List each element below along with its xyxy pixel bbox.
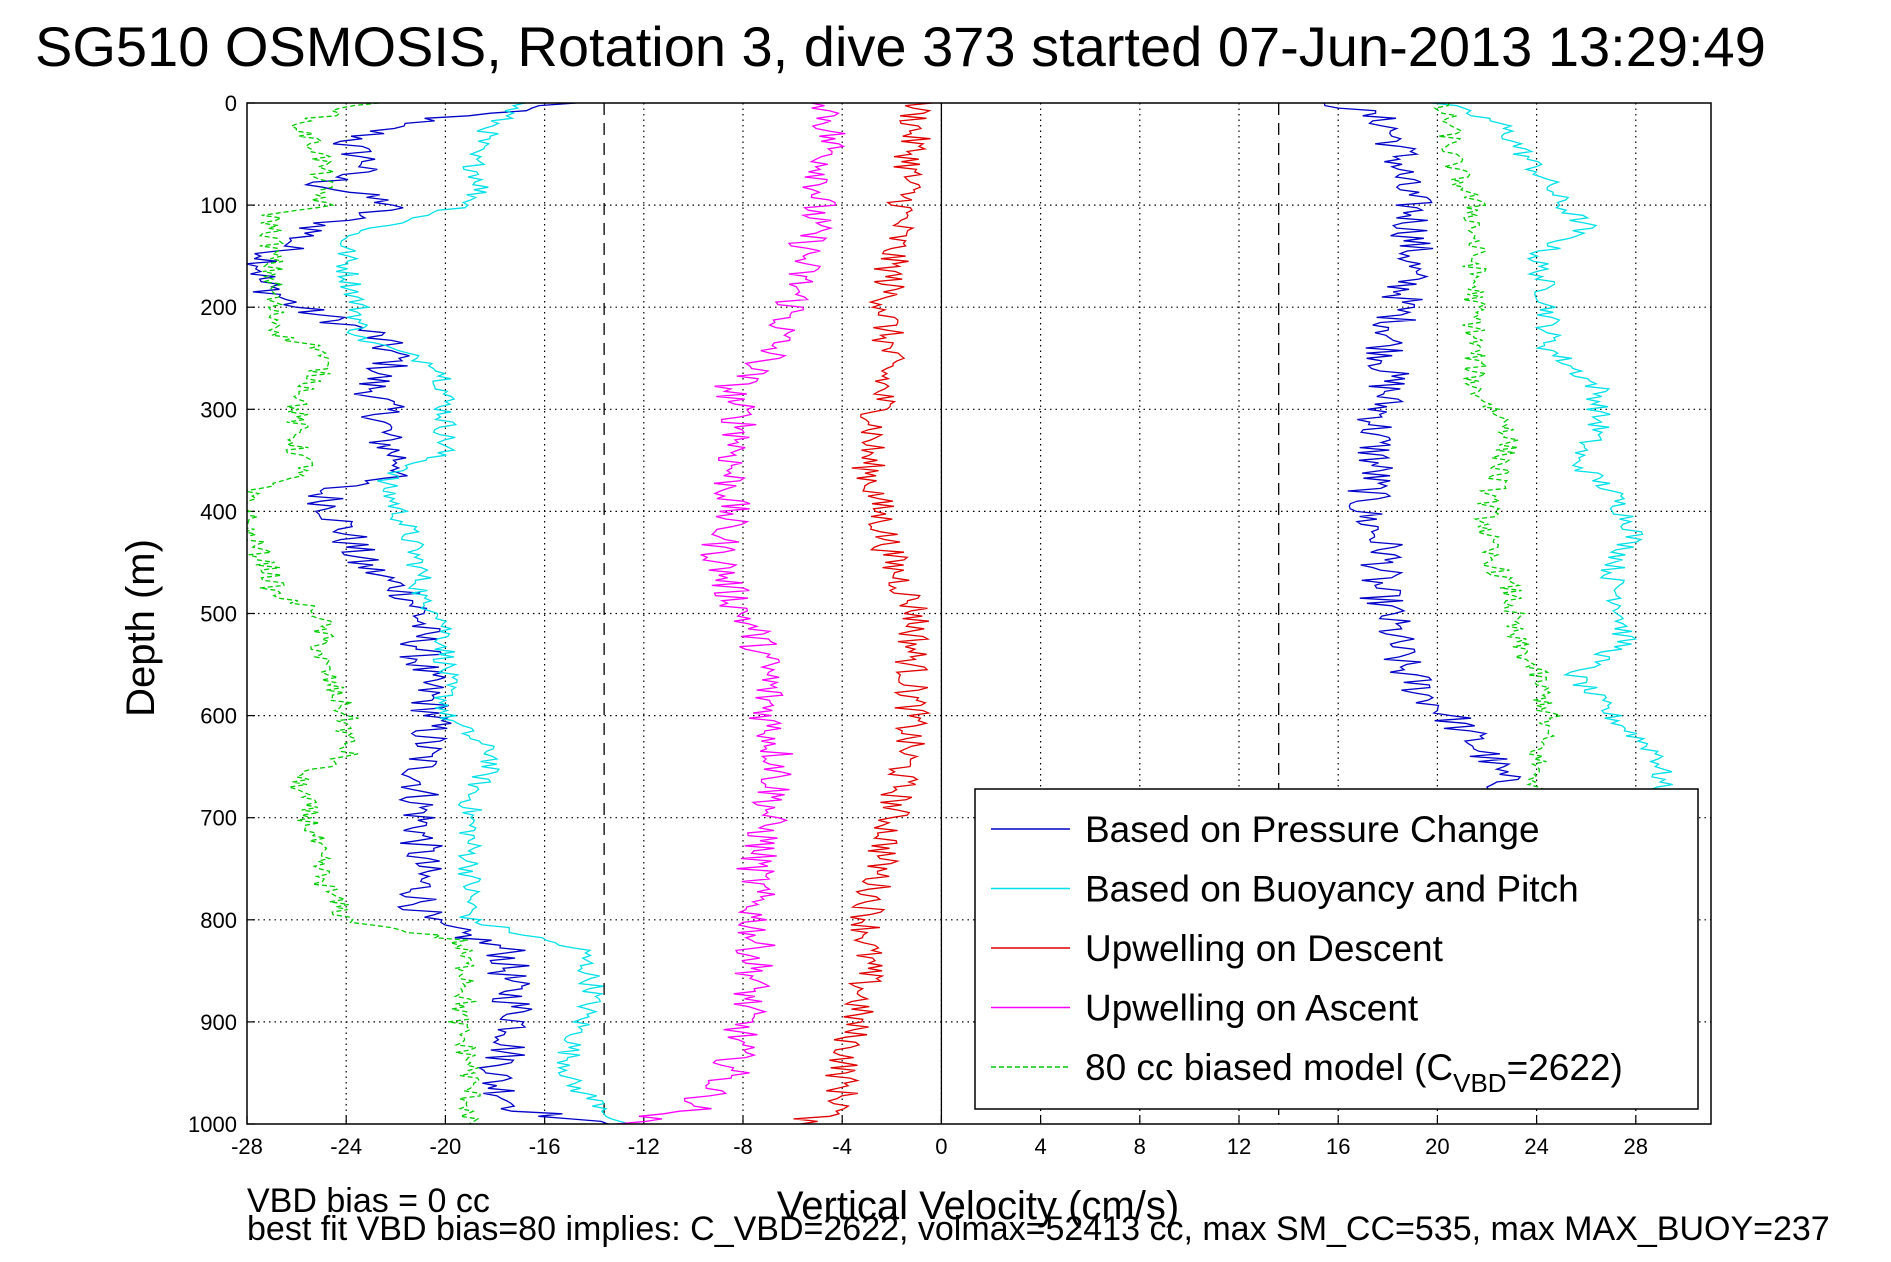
x-tick-label: 24 [1524, 1134, 1548, 1159]
x-tick-labels: -28 -24 -20 -16 -12 -8 -4 0 4 8 12 16 20 24 28 [231, 1134, 1648, 1159]
series-line-based-on-buoyancy-and-pitch-ascent [1432, 103, 1673, 798]
x-tick-label: 0 [935, 1134, 947, 1159]
y-tick-label: 200 [200, 295, 237, 320]
y-tick-label: 400 [200, 499, 237, 524]
x-tick-label: -20 [430, 1134, 462, 1159]
y-tick-label: 0 [225, 91, 237, 116]
legend-label: Upwelling on Descent [1085, 928, 1444, 969]
legend-box [974, 788, 1699, 1110]
legend-label: Upwelling on Ascent [1085, 988, 1419, 1029]
series-line-80-cc-biased-model-c-ascent [1433, 103, 1564, 798]
footer-vbd-bias: VBD bias = 0 cc [247, 1182, 490, 1220]
x-tick-label: -4 [832, 1134, 852, 1159]
y-tick-label: 600 [200, 704, 237, 729]
series-lines [247, 103, 1673, 1124]
legend: Based on Pressure Change Based on Buoyanc… [974, 788, 1699, 1110]
legend-label: Based on Buoyancy and Pitch [1085, 869, 1579, 910]
x-tick-label: 16 [1326, 1134, 1350, 1159]
footer-best-fit: best fit VBD bias=80 implies: C_VBD=2622… [247, 1210, 1830, 1248]
chart-title: SG510 OSMOSIS, Rotation 3, dive 373 star… [35, 15, 1766, 78]
legend-label: Based on Pressure Change [1085, 809, 1540, 850]
x-tick-label: 28 [1624, 1134, 1648, 1159]
series-line-based-on-pressure-change-descent [247, 103, 609, 1124]
y-axis-label: Depth (m) [119, 539, 163, 717]
series-line-upwelling-on-descent-descent [793, 103, 933, 1124]
y-tick-label: 900 [200, 1010, 237, 1035]
series-line-based-on-pressure-change-ascent [1323, 103, 1524, 798]
x-tick-label: -12 [628, 1134, 660, 1159]
x-tick-label: -16 [529, 1134, 561, 1159]
y-tick-labels: 0 100 200 300 400 500 600 700 800 900 1000 [188, 91, 237, 1137]
y-tick-label: 1000 [188, 1112, 237, 1137]
series-line-based-on-buoyancy-and-pitch-descent [336, 103, 631, 1124]
series-line-upwelling-on-ascent-descent [615, 103, 846, 1124]
y-tick-label: 700 [200, 806, 237, 831]
x-tick-label: 12 [1227, 1134, 1251, 1159]
plot-frame [246, 102, 1712, 1125]
x-tick-label: -28 [231, 1134, 263, 1159]
y-tick-label: 500 [200, 602, 237, 627]
series-line-80-cc-biased-model-c-descent [247, 103, 481, 1124]
x-tick-label: 4 [1034, 1134, 1046, 1159]
y-tick-label: 300 [200, 397, 237, 422]
x-tick-label: -8 [733, 1134, 753, 1159]
y-tick-label: 800 [200, 908, 237, 933]
x-tick-label: -24 [330, 1134, 362, 1159]
x-axis-label: Vertical Velocity (cm/s) [777, 1184, 1179, 1228]
x-tick-label: 20 [1425, 1134, 1449, 1159]
x-tick-label: 8 [1134, 1134, 1146, 1159]
y-tick-label: 100 [200, 193, 237, 218]
